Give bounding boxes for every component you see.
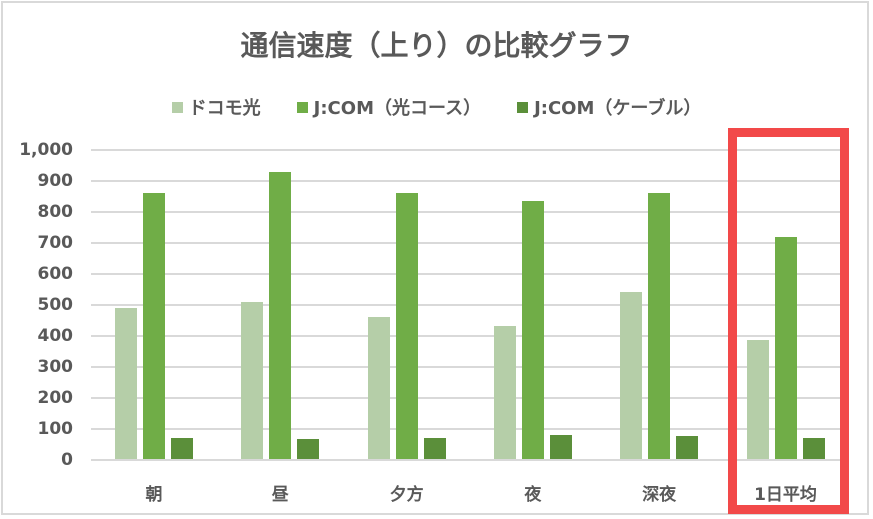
- bar[interactable]: [395, 193, 418, 460]
- gridline: [91, 334, 840, 337]
- bar[interactable]: [802, 437, 825, 460]
- bar[interactable]: [171, 437, 193, 460]
- gridline: [91, 365, 840, 368]
- gridline: [91, 272, 840, 275]
- bar[interactable]: [774, 236, 797, 460]
- bar[interactable]: [746, 340, 769, 460]
- y-tick-label: 800: [37, 201, 74, 222]
- y-tick-label: 400: [37, 325, 74, 346]
- bar[interactable]: [676, 436, 699, 460]
- gridline: [91, 241, 840, 244]
- y-tick-label: 300: [37, 356, 74, 377]
- legend-label: J:COM（ケーブル）: [534, 98, 702, 119]
- highlight-box-daily-average: [728, 128, 849, 514]
- y-tick-label: 900: [37, 170, 74, 191]
- bar[interactable]: [297, 439, 320, 460]
- legend-item-jcom-cable[interactable]: J:COM（ケーブル）: [517, 94, 701, 120]
- bar[interactable]: [269, 171, 292, 460]
- bar[interactable]: [241, 301, 264, 460]
- y-tick-label: 500: [37, 294, 74, 315]
- legend-item-jcom-fiber[interactable]: J:COM（光コース）: [296, 94, 482, 120]
- x-tick-label: 深夜: [642, 485, 677, 505]
- bar[interactable]: [423, 437, 446, 460]
- bar[interactable]: [493, 326, 516, 460]
- x-tick-label: 昼: [271, 485, 289, 505]
- legend-swatch-docomo-icon: [171, 101, 183, 113]
- bar[interactable]: [648, 193, 671, 460]
- gridline: [91, 458, 840, 461]
- bar[interactable]: [115, 307, 137, 460]
- gridline: [91, 179, 840, 182]
- bar[interactable]: [549, 434, 572, 460]
- gridline: [91, 303, 840, 306]
- legend-swatch-jcom-cable-icon: [517, 101, 529, 113]
- legend-label: ドコモ光: [188, 98, 261, 119]
- legend-swatch-jcom-fiber-icon: [296, 101, 308, 113]
- y-tick-label: 700: [37, 232, 74, 253]
- y-tick-label: 1,000: [19, 140, 73, 160]
- x-tick-label: 朝: [145, 485, 163, 505]
- gridline: [91, 149, 840, 151]
- chart-title: 通信速度（上り）の比較グラフ: [240, 29, 633, 62]
- y-tick-label: 0: [61, 449, 73, 470]
- y-tick-label: 100: [37, 418, 74, 439]
- bar[interactable]: [620, 292, 643, 460]
- y-tick-label: 600: [37, 263, 74, 284]
- x-tick-label: 1日平均: [754, 485, 817, 505]
- bar[interactable]: [367, 317, 390, 460]
- x-tick-label: 夜: [524, 485, 542, 505]
- x-tick-label: 夕方: [389, 485, 424, 505]
- bar[interactable]: [521, 201, 544, 460]
- legend-label: J:COM（光コース）: [313, 98, 482, 119]
- gridline: [91, 396, 840, 399]
- gridline: [91, 427, 840, 430]
- y-tick-label: 200: [37, 387, 74, 408]
- legend: ドコモ光 J:COM（光コース） J:COM（ケーブル）: [0, 94, 873, 120]
- gridline: [91, 210, 840, 213]
- legend-item-docomo[interactable]: ドコモ光: [171, 94, 261, 120]
- bar[interactable]: [143, 193, 165, 460]
